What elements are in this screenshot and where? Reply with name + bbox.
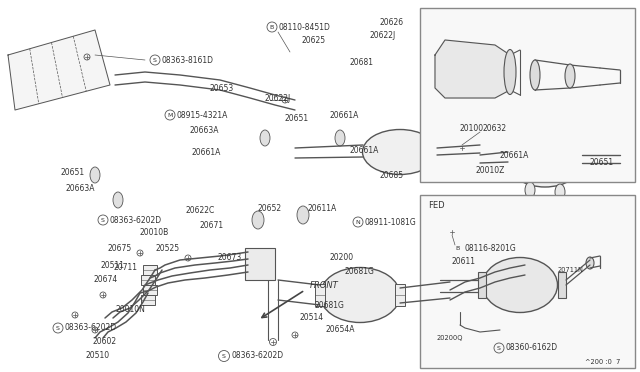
Text: 20651: 20651 xyxy=(60,167,84,176)
Text: 20632: 20632 xyxy=(483,124,507,132)
Text: B: B xyxy=(270,25,274,29)
Bar xyxy=(420,195,635,368)
Text: 20673: 20673 xyxy=(218,253,243,263)
Text: 20626: 20626 xyxy=(380,17,404,26)
Bar xyxy=(558,272,566,298)
Text: 20663A: 20663A xyxy=(190,125,220,135)
Ellipse shape xyxy=(590,168,600,182)
Text: 20651: 20651 xyxy=(590,157,614,167)
Ellipse shape xyxy=(504,49,516,94)
Ellipse shape xyxy=(525,182,535,198)
Ellipse shape xyxy=(297,206,309,224)
Text: 20200Q: 20200Q xyxy=(437,335,463,341)
Text: 20661A: 20661A xyxy=(330,110,360,119)
Text: 20651: 20651 xyxy=(285,113,309,122)
Text: 20661A: 20661A xyxy=(350,145,380,154)
Text: 20100: 20100 xyxy=(460,124,484,132)
Text: S: S xyxy=(222,353,226,359)
Text: 20625: 20625 xyxy=(302,35,326,45)
Bar xyxy=(143,285,157,295)
Text: 20510: 20510 xyxy=(85,350,109,359)
Text: 08363-6202D: 08363-6202D xyxy=(231,352,283,360)
Text: FED: FED xyxy=(428,201,445,209)
Bar xyxy=(315,284,325,306)
Text: 20652: 20652 xyxy=(258,203,282,212)
Ellipse shape xyxy=(530,60,540,90)
Text: 08360-6162D: 08360-6162D xyxy=(506,343,557,353)
Text: ^200 :0  7: ^200 :0 7 xyxy=(584,359,620,365)
Text: 08363-6202D: 08363-6202D xyxy=(65,324,116,333)
Text: 08363-8161D: 08363-8161D xyxy=(161,55,214,64)
Text: 20681G: 20681G xyxy=(345,267,375,276)
Text: 20675: 20675 xyxy=(107,244,131,253)
Bar xyxy=(245,248,275,280)
Text: 08116-8201G: 08116-8201G xyxy=(465,244,516,253)
Ellipse shape xyxy=(508,137,582,187)
Ellipse shape xyxy=(113,192,123,208)
Text: 20681G: 20681G xyxy=(315,301,345,310)
Text: 20200: 20200 xyxy=(330,253,354,263)
Text: 20611A: 20611A xyxy=(308,203,337,212)
Ellipse shape xyxy=(320,267,400,323)
Text: FRONT: FRONT xyxy=(310,280,339,289)
Text: 20681: 20681 xyxy=(350,58,374,67)
Ellipse shape xyxy=(555,184,565,200)
Text: S: S xyxy=(497,346,501,350)
Bar xyxy=(478,272,486,298)
Text: 20685: 20685 xyxy=(380,170,404,180)
Bar xyxy=(141,275,155,285)
Ellipse shape xyxy=(495,163,505,177)
Polygon shape xyxy=(435,40,510,98)
Text: 08363-6202D: 08363-6202D xyxy=(109,215,162,224)
Text: 08110-8451D: 08110-8451D xyxy=(278,22,330,32)
Text: 20611: 20611 xyxy=(452,257,476,266)
Text: 20622C: 20622C xyxy=(185,205,214,215)
Text: 08915-4321A: 08915-4321A xyxy=(177,110,228,119)
Ellipse shape xyxy=(565,64,575,88)
Bar xyxy=(420,8,635,182)
Text: S: S xyxy=(153,58,157,62)
Text: 20711: 20711 xyxy=(113,263,137,273)
Text: 20622J: 20622J xyxy=(265,93,291,103)
Text: 20654A: 20654A xyxy=(326,326,355,334)
Text: 20602: 20602 xyxy=(92,337,116,346)
Ellipse shape xyxy=(362,129,438,174)
Text: S: S xyxy=(56,326,60,330)
Text: 20711N: 20711N xyxy=(558,267,584,273)
Text: 20514: 20514 xyxy=(300,314,324,323)
Text: 20622J: 20622J xyxy=(370,31,396,39)
Bar xyxy=(141,295,155,305)
Text: 20661A: 20661A xyxy=(192,148,221,157)
Ellipse shape xyxy=(252,211,264,229)
Ellipse shape xyxy=(260,130,270,146)
Text: N: N xyxy=(356,219,360,224)
Ellipse shape xyxy=(335,130,345,146)
Bar xyxy=(143,265,157,275)
Text: 20671: 20671 xyxy=(200,221,224,230)
Polygon shape xyxy=(8,30,110,110)
Text: 20511: 20511 xyxy=(100,260,124,269)
Text: 08911-1081G: 08911-1081G xyxy=(365,218,416,227)
Text: 20010Z: 20010Z xyxy=(476,166,505,174)
Text: B: B xyxy=(456,246,460,250)
Text: M: M xyxy=(167,112,173,118)
Text: S: S xyxy=(101,218,105,222)
Ellipse shape xyxy=(90,167,100,183)
Text: 20653: 20653 xyxy=(210,83,234,93)
Text: 20661A: 20661A xyxy=(500,151,529,160)
Bar xyxy=(395,284,405,306)
Text: 20010N: 20010N xyxy=(115,305,145,314)
Text: 20010B: 20010B xyxy=(140,228,169,237)
Ellipse shape xyxy=(586,257,594,269)
Text: 20674: 20674 xyxy=(93,276,117,285)
Text: 20525: 20525 xyxy=(155,244,179,253)
Ellipse shape xyxy=(483,257,557,312)
Text: 20663A: 20663A xyxy=(65,183,95,192)
